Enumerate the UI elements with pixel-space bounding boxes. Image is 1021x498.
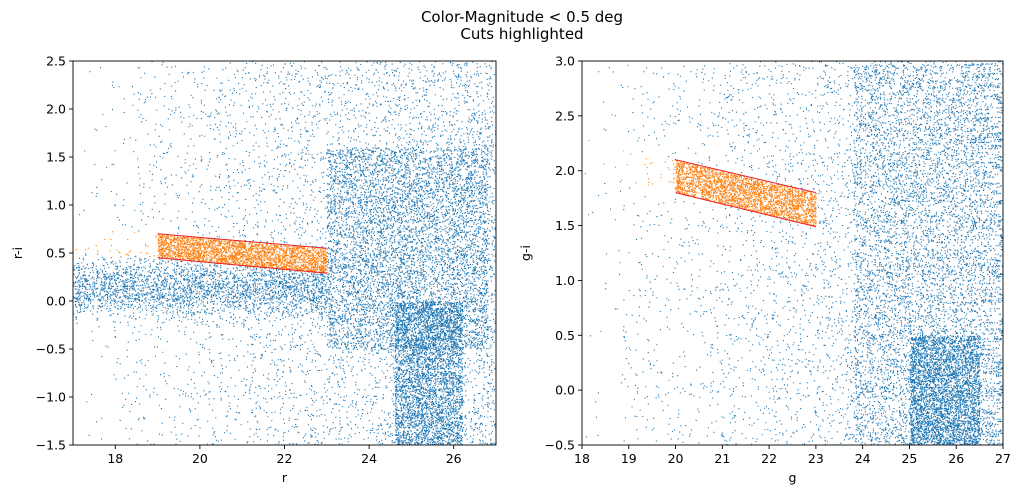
left-y-axis-label: r-i [10,247,25,259]
y-tick-label: 2.0 [46,102,66,117]
y-tick-label: 1.5 [46,150,66,165]
selected-stars-points [588,140,817,228]
y-tick-label: 2.5 [46,54,66,69]
y-tick-label: 3.0 [555,54,575,69]
lower-cut-line [675,192,817,228]
y-tick-label: 1.5 [555,218,575,233]
y-tick-label: 1.0 [555,273,575,288]
x-tick-label: 26 [948,451,964,466]
left-axes-frame [72,60,497,446]
y-tick-label: 0.5 [46,246,66,261]
y-tick-label: −1.5 [36,438,66,453]
x-tick-label: 23 [808,451,824,466]
left-x-axis-label: r [282,470,288,485]
left-panel-r-vs-ri: 18 20 22 24 26 −1.5 −1.0 −0.5 0.0 0.5 1.0 1.5 2.0 2.5… [10,54,497,485]
all-stars-points [73,61,496,445]
x-tick-label: 24 [855,451,871,466]
y-tick-label: 0.0 [555,383,575,398]
x-tick-label: 20 [192,451,208,466]
y-tick-label: 0.5 [555,328,575,343]
upper-cut-line [675,159,817,194]
right-axes-frame [581,60,1004,446]
right-x-axis-label: g [789,470,797,485]
left-plot-area [73,61,496,445]
x-tick-label: 26 [446,451,462,466]
y-tick-label: 1.0 [46,198,66,213]
right-panel-g-vs-gi: 18 19 20 21 22 23 24 25 26 27 −0.5 0.0 0.5 1.0 1.5 2.0 2… [518,54,1011,486]
x-tick-label: 25 [901,451,917,466]
figure-subtitle: Cuts highlighted [460,25,583,43]
right-plot-area [584,61,1003,445]
y-tick-label: 2.0 [555,163,575,178]
right-ticks: 18 19 20 21 22 23 24 25 26 27 −0.5 0.0 0.5 1.0 1.5 2.0 2… [545,54,1011,467]
x-tick-label: 18 [574,451,590,466]
x-tick-label: 22 [277,451,293,466]
x-tick-label: 24 [361,451,377,466]
y-tick-label: 0.0 [46,294,66,309]
x-tick-label: 27 [995,451,1011,466]
lower-cut-line [157,257,327,274]
x-tick-label: 22 [761,451,777,466]
figure-title: Color-Magnitude < 0.5 deg [421,8,623,26]
left-ticks: 18 20 22 24 26 −1.5 −1.0 −0.5 0.0 0.5 1.0 1.5 2.0 2.5 [36,54,462,467]
y-tick-label: −0.5 [36,342,66,357]
x-tick-label: 21 [714,451,730,466]
y-tick-label: −1.0 [36,390,66,405]
right-y-axis-label: g-i [518,245,533,261]
x-tick-label: 19 [621,451,637,466]
y-tick-label: 2.5 [555,108,575,123]
all-stars-points [584,61,1003,445]
x-tick-label: 20 [668,451,684,466]
y-tick-label: −0.5 [545,438,575,453]
x-tick-label: 18 [107,451,123,466]
upper-cut-line [157,233,327,249]
selected-stars-points [75,231,328,274]
